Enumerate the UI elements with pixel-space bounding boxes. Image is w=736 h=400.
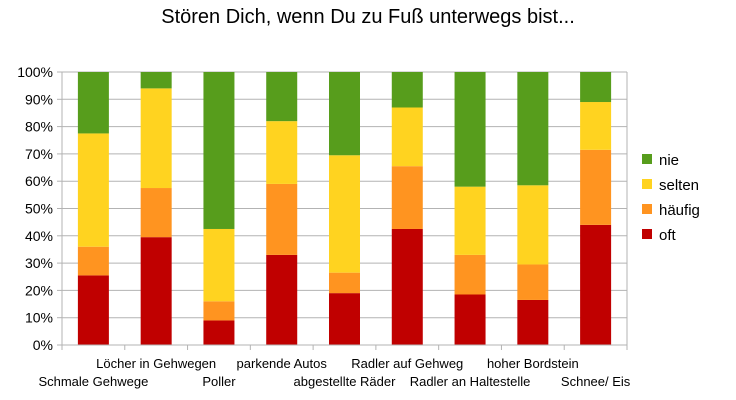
bar-selten <box>517 185 549 265</box>
y-tick-label: 100% <box>17 64 53 80</box>
bar-nie <box>266 72 298 122</box>
bar-oft <box>266 254 298 345</box>
x-category-label: Radler an Haltestelle <box>410 374 531 389</box>
bar-haeufig <box>266 183 298 255</box>
bar-nie <box>580 72 612 103</box>
bar-selten <box>266 121 298 184</box>
bar-nie <box>77 72 109 134</box>
bar-selten <box>77 133 109 247</box>
bar-oft <box>203 320 235 345</box>
y-tick-label: 30% <box>25 255 53 271</box>
bar-oft <box>454 294 486 345</box>
bar-haeufig <box>77 246 109 276</box>
y-tick-label: 50% <box>25 201 53 217</box>
y-tick-label: 60% <box>25 173 53 189</box>
bar-oft <box>140 237 172 345</box>
y-tick-label: 80% <box>25 119 53 135</box>
chart-title: Stören Dich, wenn Du zu Fuß unterwegs bi… <box>161 6 575 28</box>
bars <box>77 72 612 345</box>
bar-haeufig <box>203 301 235 321</box>
bar-oft <box>391 228 423 345</box>
bar-selten <box>203 228 235 302</box>
bar-oft <box>77 275 109 345</box>
y-tick-label: 40% <box>25 228 53 244</box>
legend-label: selten <box>659 177 699 194</box>
bar-nie <box>203 72 235 229</box>
legend-swatch-nie <box>642 154 652 164</box>
y-tick-label: 20% <box>25 282 53 298</box>
bar-haeufig <box>517 264 549 300</box>
legend-label: nie <box>659 152 679 169</box>
legend-label: oft <box>659 227 677 244</box>
x-category-label: Schmale Gehwege <box>38 374 148 389</box>
legend-swatch-haeufig <box>642 204 652 214</box>
x-category-label: Schnee/ Eis <box>561 374 631 389</box>
bar-nie <box>517 72 549 186</box>
bar-haeufig <box>140 188 172 238</box>
bar-selten <box>391 107 423 167</box>
bar-haeufig <box>454 254 486 295</box>
bar-nie <box>391 72 423 108</box>
x-category-label: abgestellte Räder <box>294 374 397 389</box>
bar-selten <box>140 88 172 189</box>
x-category-label: hoher Bordstein <box>487 356 579 371</box>
bar-nie <box>140 72 172 89</box>
x-category-label: Löcher in Gehwegen <box>96 356 216 371</box>
bar-nie <box>329 72 360 156</box>
y-tick-label: 70% <box>25 146 53 162</box>
bar-selten <box>329 155 360 273</box>
bar-nie <box>454 72 486 187</box>
bar-selten <box>580 102 612 150</box>
bar-oft <box>580 224 612 345</box>
bar-oft <box>329 293 360 345</box>
x-category-label: parkende Autos <box>237 356 328 371</box>
y-tick-label: 10% <box>25 310 53 326</box>
y-tick-label: 90% <box>25 91 53 107</box>
legend-label: häufig <box>659 202 700 219</box>
x-category-label: Radler auf Gehweg <box>351 356 463 371</box>
legend-swatch-oft <box>642 229 652 239</box>
bar-haeufig <box>391 166 423 229</box>
legend: nie selten häufig oft <box>642 152 700 244</box>
legend-swatch-selten <box>642 179 652 189</box>
bar-haeufig <box>329 272 360 294</box>
bar-selten <box>454 186 486 255</box>
axes: 0% 10% 20% 30% 40% 50% 60% 70% 80% 90% 100% Schmale… <box>17 64 631 389</box>
y-tick-label: 0% <box>33 337 53 353</box>
bar-oft <box>517 299 549 345</box>
x-category-label: Poller <box>202 374 236 389</box>
bar-haeufig <box>580 149 612 225</box>
